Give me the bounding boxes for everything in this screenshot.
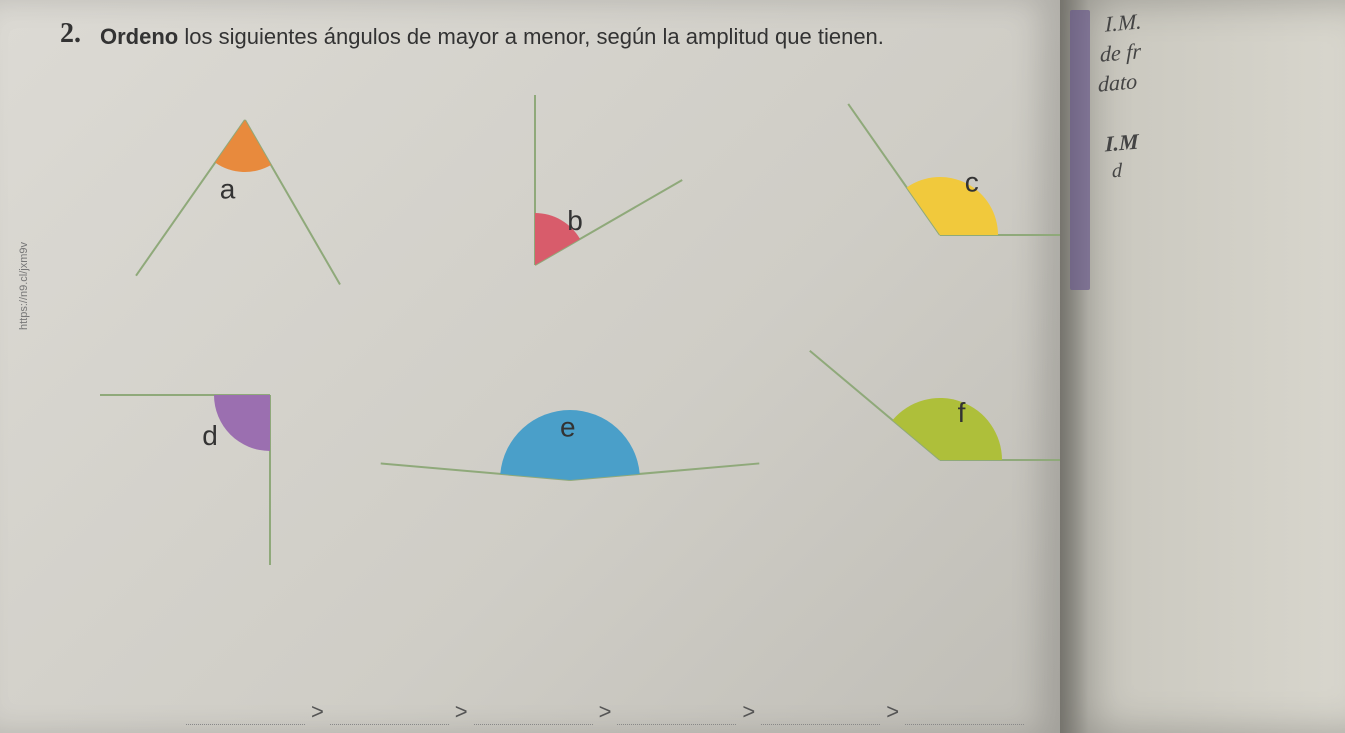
- answer-blank[interactable]: [474, 705, 593, 725]
- facing-page-color-bar: [1070, 10, 1090, 290]
- angle-c-arc: [907, 177, 998, 235]
- answer-blank[interactable]: [617, 705, 736, 725]
- answer-blank[interactable]: [330, 705, 449, 725]
- gt-symbol: >: [311, 699, 324, 725]
- answer-blank[interactable]: [761, 705, 880, 725]
- gt-symbol: >: [455, 699, 468, 725]
- gt-symbol: >: [886, 699, 899, 725]
- gt-symbol: >: [599, 699, 612, 725]
- angle-f-arc: [893, 398, 1002, 460]
- answer-blank[interactable]: [186, 705, 305, 725]
- facing-text-5: d: [1112, 160, 1122, 184]
- angle-d-label: d: [202, 420, 218, 451]
- answer-row: > > > > >: [180, 699, 1030, 725]
- answer-blank[interactable]: [905, 705, 1024, 725]
- angle-d-arc: [214, 395, 270, 451]
- workbook-page: 2. Ordeno los siguientes ángulos de mayo…: [0, 0, 1060, 733]
- facing-text-4: I.M: [1105, 129, 1139, 158]
- angle-a-label: a: [220, 174, 236, 205]
- angles-canvas: a b c d e f: [0, 0, 1060, 733]
- facing-text-3: dato: [1098, 68, 1137, 97]
- angle-c-label: c: [965, 167, 979, 198]
- angle-e-label: e: [560, 412, 576, 443]
- facing-text-1: I.M.: [1105, 8, 1142, 37]
- angle-a-arc: [215, 120, 271, 172]
- angle-b-label: b: [567, 205, 583, 236]
- facing-page-sliver: [1060, 0, 1345, 733]
- angle-f-label: f: [958, 397, 966, 428]
- facing-text-2: de fr: [1100, 38, 1141, 68]
- gt-symbol: >: [742, 699, 755, 725]
